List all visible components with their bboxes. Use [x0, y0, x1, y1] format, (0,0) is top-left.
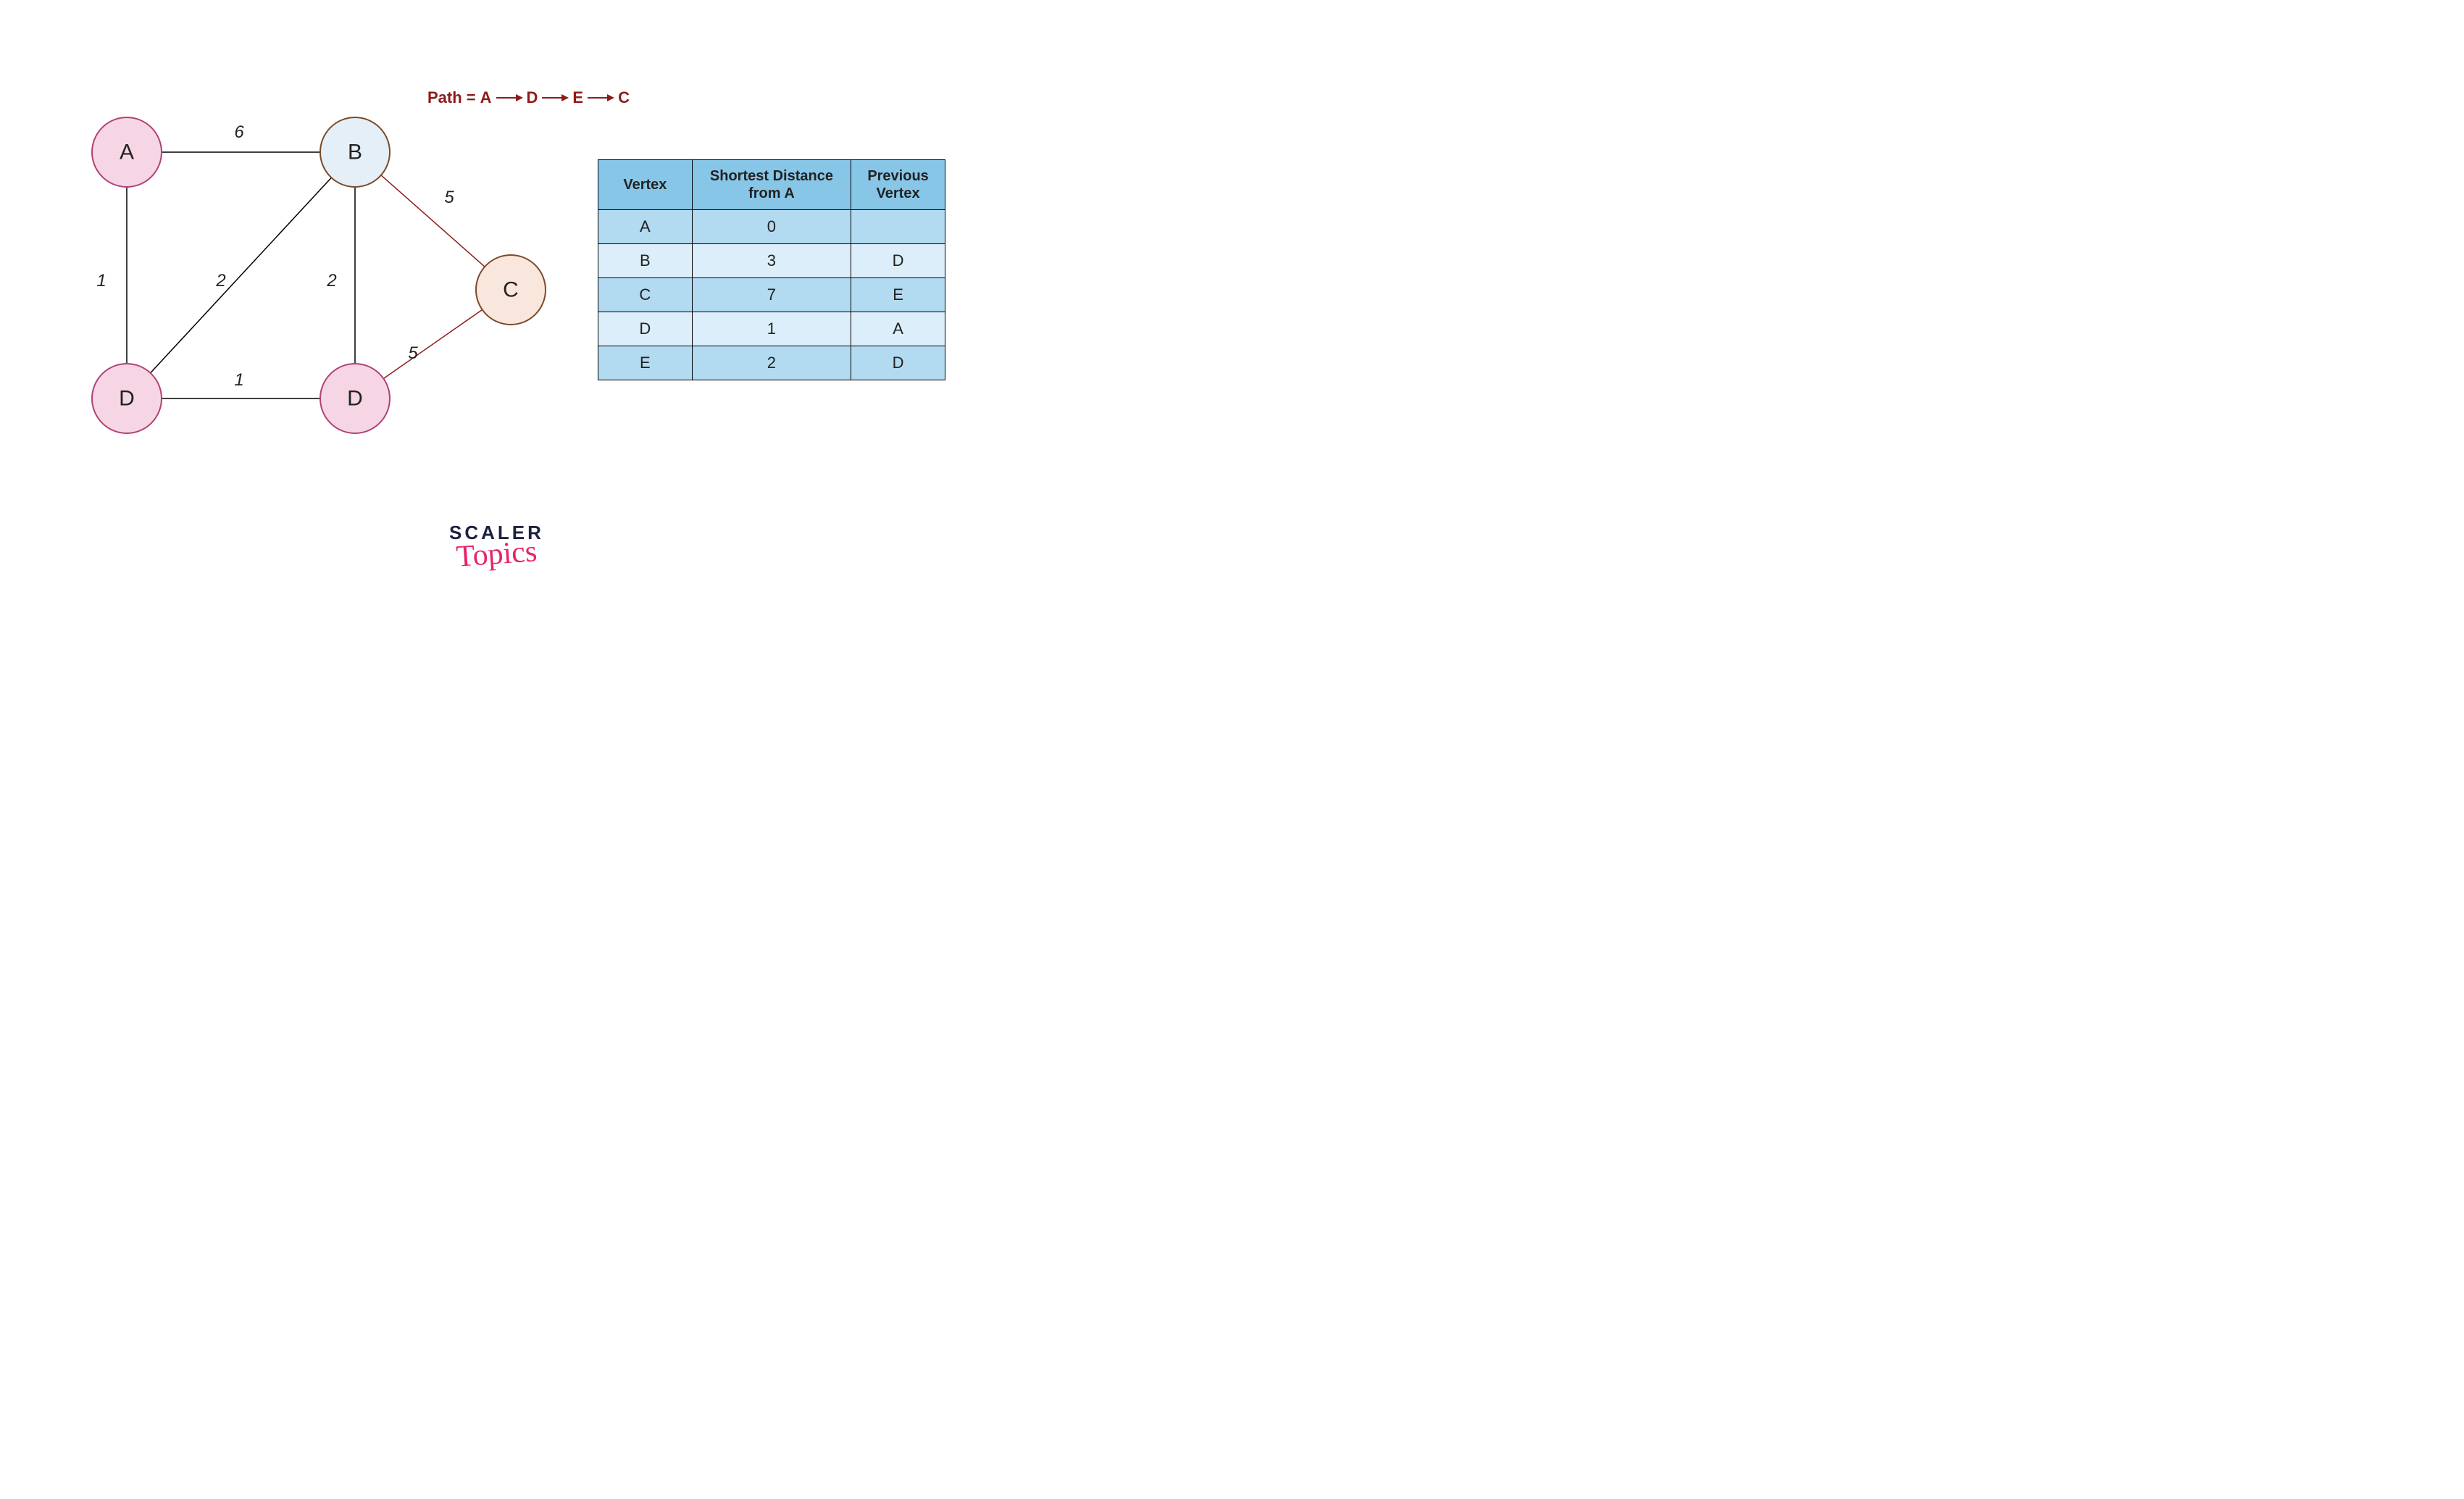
table-cell: D [598, 312, 693, 346]
edge-weight: 5 [408, 343, 418, 363]
table-cell: 3 [692, 244, 851, 278]
table-cell: B [598, 244, 693, 278]
distance-table: VertexShortest Distance from APrevious V… [598, 159, 945, 380]
edge-weight: 2 [215, 271, 225, 291]
scaler-topics-logo: SCALER Topics [449, 522, 544, 572]
edge-weight: 1 [234, 370, 243, 390]
table-row: E2D [598, 346, 945, 380]
table-row: D1A [598, 312, 945, 346]
table-cell: 2 [692, 346, 851, 380]
path-prefix: Path = [427, 88, 476, 107]
path-step: D [527, 88, 538, 107]
graph-edge [151, 178, 332, 373]
path-step: E [572, 88, 583, 107]
logo-topics-text: Topics [448, 533, 545, 575]
table-cell: C [598, 278, 693, 312]
graph-node-label: B [348, 141, 362, 164]
arrow-icon [588, 97, 614, 99]
table-cell: A [598, 210, 693, 244]
table-header-cell: Previous Vertex [851, 160, 945, 210]
table-cell: D [851, 244, 945, 278]
table-cell: 0 [692, 210, 851, 244]
table-cell: E [598, 346, 693, 380]
edge-weight: 2 [326, 271, 336, 291]
graph-edge [383, 309, 482, 378]
graph-node-label: D [347, 387, 363, 411]
table-cell: A [851, 312, 945, 346]
table-header-cell: Shortest Distance from A [692, 160, 851, 210]
graph-node-label: D [119, 387, 135, 411]
graph-node-label: C [503, 278, 519, 302]
table-cell [851, 210, 945, 244]
table-header-cell: Vertex [598, 160, 693, 210]
arrow-icon [496, 97, 522, 99]
table-row: B3D [598, 244, 945, 278]
table-cell: D [851, 346, 945, 380]
table-row: A0 [598, 210, 945, 244]
table-cell: 7 [692, 278, 851, 312]
table-cell: 1 [692, 312, 851, 346]
path-step: A [480, 88, 492, 107]
graph-node-label: A [120, 141, 134, 164]
arrow-icon [542, 97, 568, 99]
table-row: C7E [598, 278, 945, 312]
edge-weight: 6 [234, 122, 244, 142]
table-cell: E [851, 278, 945, 312]
path-label: Path = A D E C [427, 88, 630, 107]
edge-weight: 1 [96, 271, 106, 291]
path-step: C [618, 88, 630, 107]
edge-weight: 5 [444, 188, 454, 207]
graph-diagram: 6 1 2 2 1 5 5 A B C D D [58, 109, 565, 456]
graph-edge [381, 175, 485, 267]
